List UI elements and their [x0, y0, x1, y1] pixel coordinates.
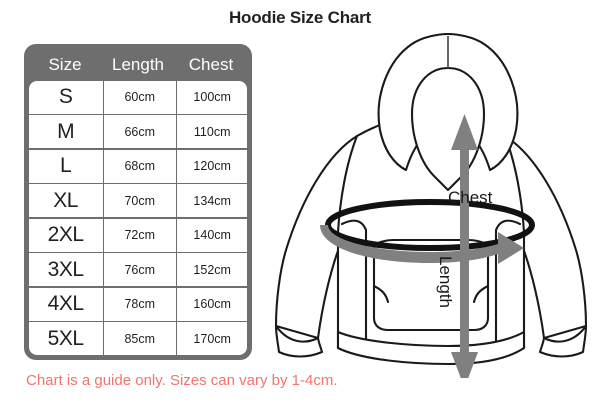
column-header-length: Length [112, 54, 164, 74]
chest-label: Chest [448, 188, 493, 207]
chest-measure-ring [320, 199, 535, 264]
cell-size: S [28, 80, 103, 114]
cell-length: 60cm [103, 80, 176, 114]
right-cuff [538, 324, 588, 358]
column-header-chest: Chest [188, 54, 234, 74]
kangaroo-pocket [372, 238, 490, 332]
cell-length: 78cm [103, 287, 176, 321]
left-side-seam [340, 219, 368, 354]
cell-size: L [28, 149, 103, 183]
left-cuff [274, 324, 324, 358]
table-row: 3XL 76cm 152cm [28, 252, 248, 287]
hoodie-illustration: Chest Length [262, 18, 600, 378]
cell-size: 4XL [28, 287, 103, 321]
length-label: Length [436, 256, 455, 308]
table-row: M 66cm 110cm [28, 114, 248, 149]
size-chart-disclaimer: Chart is a guide only. Sizes can vary by… [26, 372, 338, 389]
table-row: 2XL 72cm 140cm [28, 218, 248, 253]
cell-chest: 110cm [176, 115, 248, 149]
cell-chest: 152cm [176, 253, 248, 287]
table-row: 4XL 78cm 160cm [28, 287, 248, 322]
column-header-size: Size [48, 54, 82, 74]
cell-length: 72cm [103, 218, 176, 252]
cell-length: 68cm [103, 149, 176, 183]
pocket-opening-right [472, 284, 490, 304]
cell-chest: 120cm [176, 149, 248, 183]
cell-chest: 140cm [176, 218, 248, 252]
length-arrow-head-top [451, 114, 478, 150]
table-row: S 60cm 100cm [28, 80, 248, 115]
table-row: L 68cm 120cm [28, 149, 248, 184]
cell-size: XL [28, 184, 103, 218]
cell-size: M [28, 115, 103, 149]
cell-length: 66cm [103, 115, 176, 149]
length-arrow-head-bottom [451, 352, 478, 378]
cell-chest: 134cm [176, 184, 248, 218]
pocket-opening-left [372, 284, 390, 304]
page-title: Hoodie Size Chart [228, 8, 372, 27]
table-body: S 60cm 100cm M 66cm 110cm L 68cm 120cm X… [28, 80, 248, 356]
length-measure-arrow [451, 114, 478, 378]
chest-ring-arrow [320, 225, 524, 264]
cell-chest: 160cm [176, 287, 248, 321]
cell-length: 76cm [103, 253, 176, 287]
cell-length: 70cm [103, 184, 176, 218]
cell-size: 3XL [28, 253, 103, 287]
cell-size: 2XL [28, 218, 103, 252]
table-row: XL 70cm 134cm [28, 183, 248, 218]
waistband [336, 330, 526, 366]
cell-chest: 100cm [176, 80, 248, 114]
length-arrow-shaft [460, 136, 469, 366]
cell-chest: 170cm [176, 322, 248, 356]
size-chart-table: Size Length Chest S 60cm 100cm M 66cm 11… [24, 44, 252, 360]
cell-size: 5XL [28, 322, 103, 356]
table-row: 5XL 85cm 170cm [28, 321, 248, 356]
right-side-seam [494, 219, 522, 354]
cell-length: 85cm [103, 322, 176, 356]
table-header-row: Size Length Chest [28, 48, 248, 80]
